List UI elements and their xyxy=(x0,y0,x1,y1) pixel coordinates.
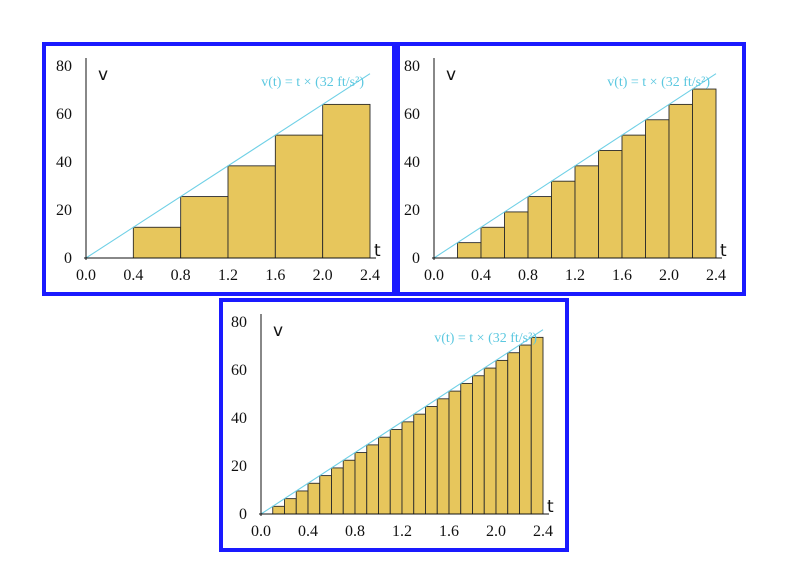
y-tick-label: 60 xyxy=(404,106,420,123)
x-tick-label: 2.0 xyxy=(486,523,506,540)
x-tick-label: 0.4 xyxy=(298,523,318,540)
y-tick-label: 20 xyxy=(404,202,420,219)
bar xyxy=(378,436,391,515)
x-tick-label: 0.8 xyxy=(518,267,538,284)
y-axis-label: v xyxy=(446,65,456,85)
velocity-line xyxy=(85,73,371,259)
x-tick-label: 1.6 xyxy=(612,267,632,284)
chart-frame xyxy=(42,42,396,296)
x-tick-label: 2.0 xyxy=(313,267,333,284)
y-tick-label: 0 xyxy=(239,506,247,523)
bar xyxy=(319,475,332,515)
bar xyxy=(668,103,693,259)
y-tick-label: 0 xyxy=(412,250,420,267)
y-axis-label: v xyxy=(273,321,283,341)
x-tick-label: 2.4 xyxy=(706,267,726,284)
x-tick-label: 2.0 xyxy=(659,267,679,284)
y-tick-label: 60 xyxy=(56,106,72,123)
x-tick-label: 1.2 xyxy=(218,267,238,284)
chart-panel-1: 0 20 40 60 80 0.0 0.4 0.8 1.2 1.6 2.0 2.4 v t v(t) = t… xyxy=(42,42,396,296)
formula-label: v(t) = t × (32 ft/s²) xyxy=(261,75,364,90)
bar xyxy=(413,413,426,515)
bar xyxy=(274,134,324,259)
bar xyxy=(457,242,482,259)
chart-1-svg: 0 20 40 60 80 0.0 0.4 0.8 1.2 1.6 2.0 2.4 v t v(t) = t… xyxy=(42,42,396,296)
y-tick-label: 20 xyxy=(231,458,247,475)
y-tick-label: 80 xyxy=(56,58,72,75)
y-axis-label: v xyxy=(98,65,108,85)
bar xyxy=(472,375,485,515)
y-tick-label: 40 xyxy=(404,154,420,171)
bar xyxy=(354,452,368,515)
bar xyxy=(504,211,529,259)
y-tick-label: 80 xyxy=(231,314,247,331)
x-axis-label: t xyxy=(547,497,554,517)
bar xyxy=(530,336,544,515)
chart-panel-2: 0 20 40 60 80 0.0 0.4 0.8 1.2 1.6 2.0 2.4 v t v(t) = t… xyxy=(396,42,746,296)
y-tick-label: 40 xyxy=(56,154,72,171)
bar xyxy=(307,482,321,515)
y-tick-label: 40 xyxy=(231,410,247,427)
x-tick-label: 1.6 xyxy=(439,523,459,540)
bar xyxy=(331,467,344,515)
bar xyxy=(574,165,599,259)
y-tick-label: 20 xyxy=(56,202,72,219)
chart-2-svg: 0 20 40 60 80 0.0 0.4 0.8 1.2 1.6 2.0 2.4 v t v(t) = t… xyxy=(396,42,746,296)
bar xyxy=(436,398,450,515)
x-tick-label: 0.4 xyxy=(123,267,143,284)
formula-label: v(t) = t × (32 ft/s²) xyxy=(434,331,537,346)
y-tick-label: 60 xyxy=(231,362,247,379)
bar xyxy=(425,406,438,515)
velocity-line xyxy=(433,73,717,259)
x-tick-label: 0.8 xyxy=(345,523,365,540)
x-tick-label: 0.4 xyxy=(471,267,491,284)
formula-label: v(t) = t × (32 ft/s²) xyxy=(607,75,710,90)
bar xyxy=(389,429,403,515)
velocity-line xyxy=(260,329,544,515)
bar xyxy=(480,226,505,259)
x-tick-label: 2.4 xyxy=(533,523,553,540)
bar xyxy=(519,344,532,515)
bar xyxy=(295,490,309,515)
bar xyxy=(483,367,497,515)
y-tick-label: 80 xyxy=(404,58,420,75)
chart-frame xyxy=(219,298,569,552)
bar xyxy=(180,196,229,259)
bar xyxy=(692,88,717,259)
x-tick-label: 1.6 xyxy=(265,267,285,284)
x-tick-label: 1.2 xyxy=(565,267,585,284)
x-tick-label: 1.2 xyxy=(392,523,412,540)
bar xyxy=(272,505,285,515)
bar xyxy=(401,421,415,515)
chart-panel-3: 0 20 40 60 80 0.0 0.4 0.8 1.2 1.6 2.0 2.4 v t v(t) = t… xyxy=(219,298,569,552)
chart-3-svg: 0 20 40 60 80 0.0 0.4 0.8 1.2 1.6 2.0 2.4 v t v(t) = t… xyxy=(219,298,569,552)
x-tick-label: 0.0 xyxy=(76,267,96,284)
bar xyxy=(322,103,371,259)
bar xyxy=(495,359,509,515)
bar xyxy=(366,444,379,515)
bar xyxy=(342,459,356,515)
bar xyxy=(551,180,576,259)
bar xyxy=(507,352,520,515)
x-tick-label: 0.0 xyxy=(424,267,444,284)
x-tick-label: 2.4 xyxy=(360,267,380,284)
bar xyxy=(621,134,646,259)
bar xyxy=(460,382,473,515)
y-tick-label: 0 xyxy=(64,250,72,267)
bar xyxy=(598,150,623,259)
x-axis-label: t xyxy=(720,241,727,261)
bar xyxy=(132,226,182,259)
x-tick-label: 0.8 xyxy=(171,267,191,284)
x-tick-label: 0.0 xyxy=(251,523,271,540)
bar xyxy=(448,390,462,515)
bar xyxy=(645,119,670,259)
bar xyxy=(527,196,552,259)
x-axis-label: t xyxy=(374,241,381,261)
bar xyxy=(227,165,276,259)
chart-frame xyxy=(396,42,746,296)
bar xyxy=(284,498,297,515)
